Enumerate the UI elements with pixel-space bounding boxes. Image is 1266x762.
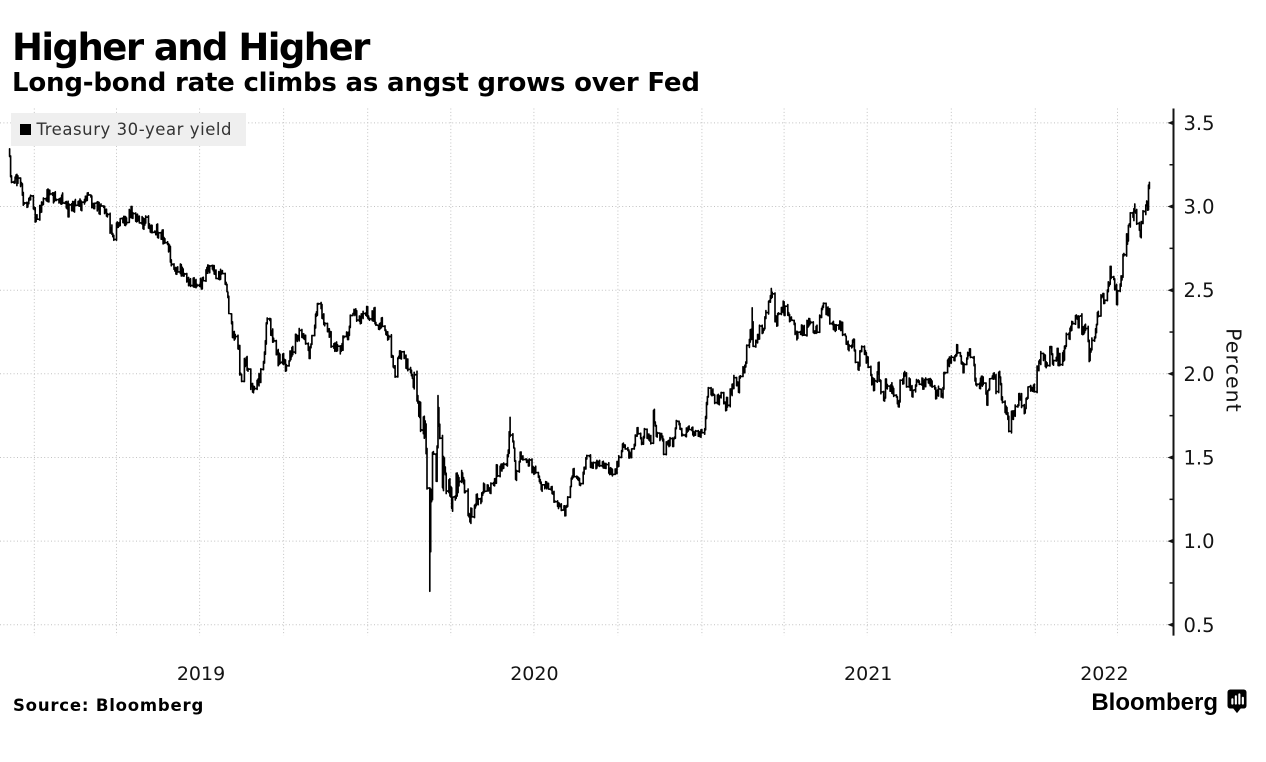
- bloomberg-wordmark: Bloomberg: [1091, 689, 1218, 716]
- legend-swatch-icon: [20, 124, 31, 135]
- chart-subtitle: Long-bond rate climbs as angst grows ove…: [12, 68, 700, 98]
- chart-title: Higher and Higher: [12, 25, 370, 69]
- y-tick-label: 1.0: [1184, 530, 1215, 553]
- y-major-tick: [1167, 622, 1175, 628]
- x-tick-label: 2020: [510, 663, 558, 685]
- bloomberg-terminal-icon: [1227, 689, 1247, 714]
- y-major-tick: [1167, 538, 1175, 544]
- y-tick-label: 2.5: [1184, 279, 1215, 302]
- bloomberg-logo: Bloomberg: [1091, 689, 1247, 715]
- y-major-tick: [1167, 203, 1175, 210]
- y-minor-tick: [1169, 582, 1175, 584]
- source-note: Source: Bloomberg: [13, 695, 205, 715]
- x-tick-label: 2022: [1080, 663, 1128, 685]
- legend: Treasury 30-year yield: [10, 113, 246, 146]
- y-minor-tick: [1169, 331, 1175, 333]
- y-major-tick: [1167, 371, 1175, 377]
- legend-series-label: Treasury 30-year yield: [36, 120, 233, 139]
- y-minor-tick: [1169, 247, 1175, 250]
- x-tick-label: 2021: [844, 663, 892, 685]
- x-tick-label: 2019: [177, 663, 225, 685]
- y-minor-tick: [1169, 498, 1175, 501]
- y-tick-label: 1.5: [1184, 447, 1215, 470]
- y-axis-title: Percent: [1222, 328, 1246, 413]
- y-minor-tick: [1169, 414, 1175, 417]
- y-major-tick: [1167, 120, 1175, 126]
- y-tick-label: 0.5: [1184, 614, 1215, 637]
- y-tick-label: 3.5: [1184, 112, 1215, 135]
- y-minor-tick: [1169, 164, 1175, 166]
- y-major-tick: [1167, 287, 1175, 293]
- yield-series-line: [8, 147, 1151, 593]
- y-tick-label: 2.0: [1184, 363, 1215, 386]
- y-tick-label: 3.0: [1184, 196, 1215, 219]
- y-major-tick: [1167, 454, 1175, 461]
